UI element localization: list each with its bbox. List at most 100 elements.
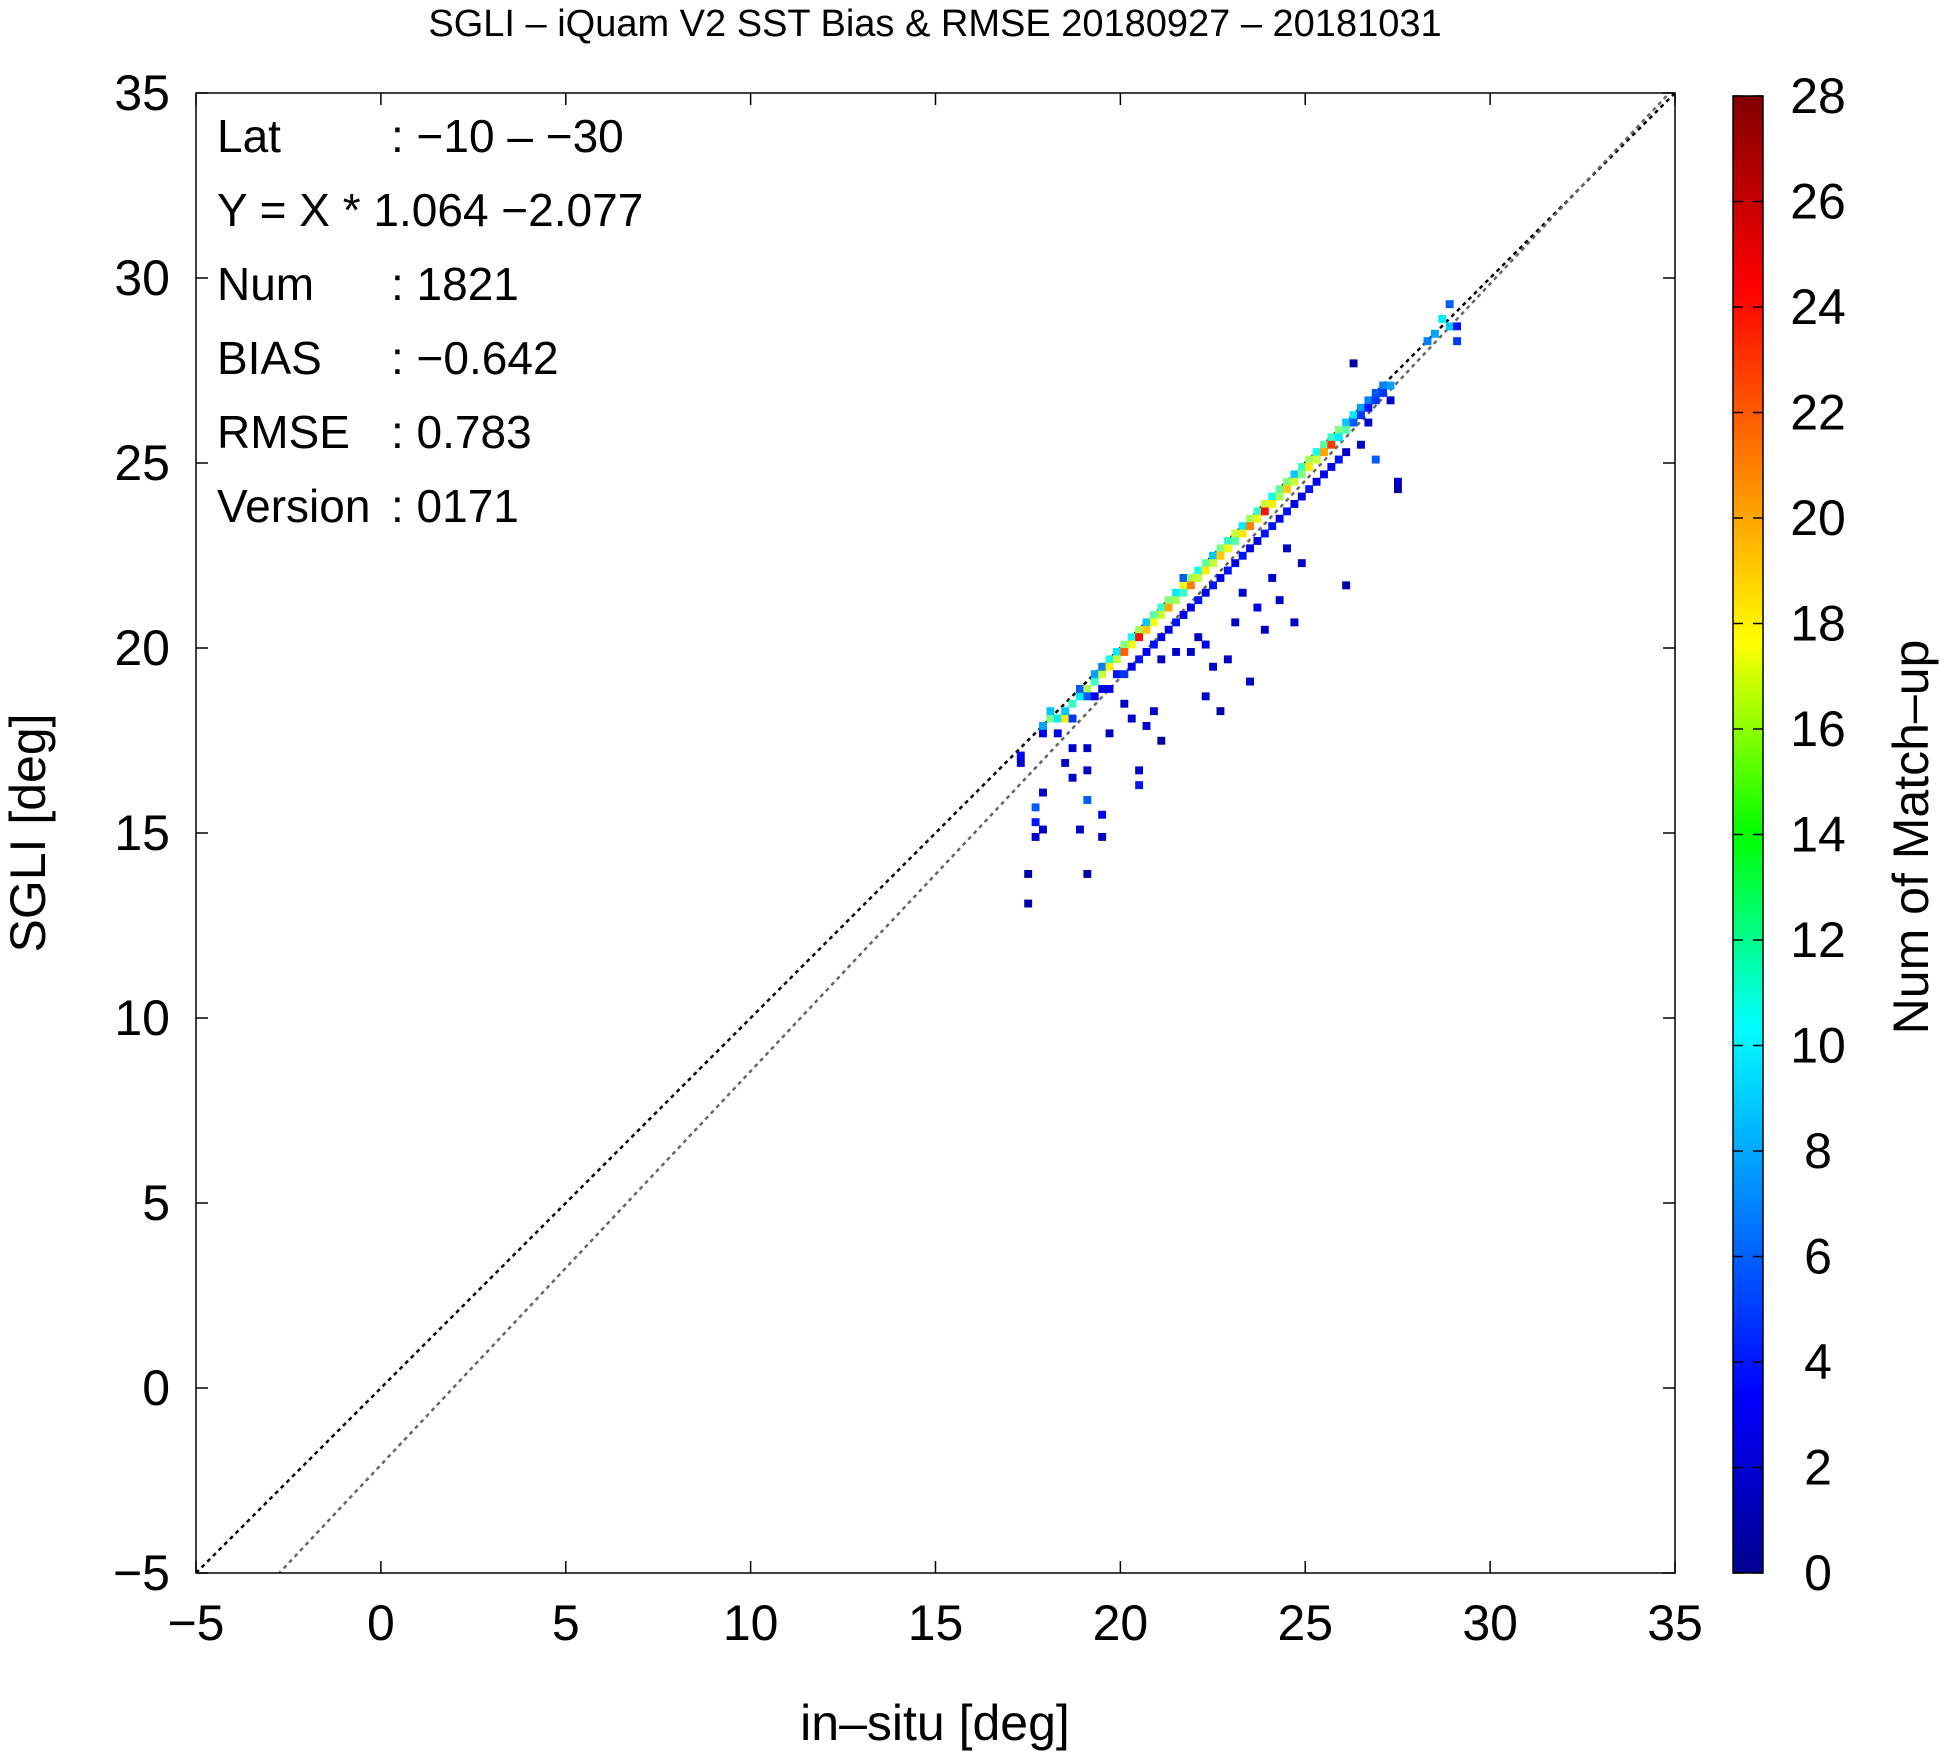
stats-value: : 0.783 bbox=[391, 406, 532, 458]
heatmap-bin bbox=[1216, 574, 1225, 582]
heatmap-bin bbox=[1246, 677, 1254, 686]
colorbar-tick-label: 14 bbox=[1790, 807, 1846, 863]
heatmap-bin bbox=[1083, 685, 1092, 693]
heatmap-bin bbox=[1016, 759, 1025, 767]
y-axis-title: SGLI [deg] bbox=[0, 713, 56, 952]
x-tick-label: 20 bbox=[1093, 1595, 1149, 1651]
heatmap-bin bbox=[1327, 433, 1336, 442]
heatmap-bin bbox=[1260, 625, 1269, 634]
heatmap-bin bbox=[1172, 588, 1181, 597]
colorbar-tick-label: 20 bbox=[1790, 490, 1846, 546]
heatmap-bin bbox=[1305, 463, 1314, 471]
heatmap-bin bbox=[1098, 833, 1107, 841]
heatmap-bin bbox=[1157, 611, 1166, 619]
heatmap-bin bbox=[1357, 403, 1365, 412]
heatmap-bin bbox=[1364, 403, 1373, 412]
heatmap-bin bbox=[1320, 470, 1328, 479]
heatmap-bin bbox=[1357, 411, 1365, 420]
stats-label: Lat bbox=[217, 110, 281, 162]
heatmap-bin bbox=[1283, 485, 1291, 494]
y-tick-label: −5 bbox=[113, 1545, 170, 1601]
heatmap-bin bbox=[1238, 551, 1247, 560]
heatmap-bin bbox=[1253, 507, 1262, 516]
heatmap-bin bbox=[1157, 603, 1166, 612]
heatmap-bin bbox=[1098, 670, 1107, 679]
x-tick-label: 5 bbox=[552, 1595, 580, 1651]
y-tick-label: 30 bbox=[114, 250, 170, 306]
heatmap-bin bbox=[1297, 463, 1306, 471]
heatmap-bin bbox=[1238, 588, 1247, 597]
one-to-one-line bbox=[196, 93, 1675, 1573]
heatmap-bin bbox=[1201, 692, 1210, 701]
x-axis: −5 0 5 10 15 20 25 30 35 bbox=[167, 93, 1703, 1651]
heatmap-bin bbox=[1083, 796, 1092, 804]
colorbar-tick-label: 6 bbox=[1804, 1229, 1832, 1285]
heatmap-bin bbox=[1342, 448, 1351, 457]
y-tick-label: 35 bbox=[114, 65, 170, 121]
heatmap-bin bbox=[1186, 648, 1195, 656]
heatmap-bin bbox=[1083, 870, 1092, 878]
heatmap-bin bbox=[1024, 870, 1033, 878]
y-tick-label: 20 bbox=[114, 620, 170, 676]
colorbar-tick-label: 18 bbox=[1790, 596, 1846, 652]
heatmap-bin bbox=[1297, 559, 1306, 568]
colorbar-tick-label: 22 bbox=[1790, 385, 1846, 441]
y-tick-label: 25 bbox=[114, 435, 170, 491]
heatmap-bin bbox=[1357, 440, 1365, 449]
heatmap-bin bbox=[1393, 477, 1402, 486]
heatmap-bins bbox=[1016, 300, 1462, 908]
heatmap-bin bbox=[1371, 455, 1380, 464]
heatmap-bin bbox=[1105, 685, 1114, 693]
y-tick-label: 5 bbox=[142, 1175, 170, 1231]
heatmap-bin bbox=[1327, 440, 1336, 449]
stats-box: Lat: −10 – −30 Y = X * 1.064 −2.077 Num: 1… bbox=[217, 110, 643, 532]
colorbar-tick-label: 8 bbox=[1804, 1123, 1832, 1179]
stats-value: : 0171 bbox=[391, 480, 519, 532]
heatmap-bin bbox=[1246, 514, 1254, 523]
x-tick-label: 10 bbox=[723, 1595, 779, 1651]
heatmap-bin bbox=[1231, 559, 1240, 568]
heatmap-bin bbox=[1046, 707, 1055, 716]
heatmap-bin bbox=[1105, 655, 1114, 664]
heatmap-bin bbox=[1194, 596, 1203, 605]
heatmap-bin bbox=[1142, 648, 1151, 656]
heatmap-bin bbox=[1209, 551, 1218, 560]
x-axis-title: in–situ [deg] bbox=[800, 1695, 1070, 1751]
heatmap-bin bbox=[1216, 707, 1225, 716]
heatmap-bin bbox=[1201, 566, 1210, 575]
heatmap-bin bbox=[1238, 529, 1247, 538]
heatmap-bin bbox=[1076, 685, 1084, 693]
heatmap-bin bbox=[1157, 633, 1166, 642]
heatmap-bin bbox=[1031, 818, 1040, 827]
heatmap-bin bbox=[1393, 485, 1402, 494]
heatmap-bin bbox=[1386, 396, 1395, 405]
heatmap-bin bbox=[1105, 662, 1114, 671]
heatmap-bin bbox=[1201, 559, 1210, 568]
heatmap-bin bbox=[1201, 640, 1210, 649]
heatmap-bin bbox=[1061, 759, 1070, 767]
chart-title: SGLI – iQuam V2 SST Bias & RMSE 20180927… bbox=[428, 3, 1441, 45]
heatmap-bin bbox=[1290, 470, 1299, 479]
heatmap-bin bbox=[1223, 655, 1232, 664]
stats-label: Y = X * 1.064 −2.077 bbox=[217, 184, 643, 236]
heatmap-bin bbox=[1179, 588, 1188, 597]
heatmap-bin bbox=[1209, 662, 1218, 671]
heatmap-bin bbox=[1423, 337, 1432, 346]
heatmap-bin bbox=[1260, 507, 1269, 516]
heatmap-bin bbox=[1024, 899, 1033, 908]
colorbar-tick-label: 0 bbox=[1804, 1545, 1832, 1601]
x-tick-label: −5 bbox=[167, 1595, 224, 1651]
heatmap-bin bbox=[1334, 455, 1343, 464]
colorbar-title: Num of Match–up bbox=[1883, 640, 1939, 1035]
heatmap-bin bbox=[1127, 714, 1136, 723]
heatmap-bin bbox=[1194, 574, 1203, 582]
heatmap-bin bbox=[1127, 633, 1136, 642]
heatmap-bin bbox=[1098, 685, 1107, 693]
heatmap-bin bbox=[1149, 618, 1158, 627]
y-tick-label: 10 bbox=[114, 990, 170, 1046]
heatmap-bin bbox=[1334, 433, 1343, 442]
heatmap-bin bbox=[1149, 707, 1158, 716]
heatmap-bin bbox=[1453, 337, 1462, 346]
heatmap-bin bbox=[1349, 359, 1358, 368]
x-tick-label: 35 bbox=[1647, 1595, 1703, 1651]
